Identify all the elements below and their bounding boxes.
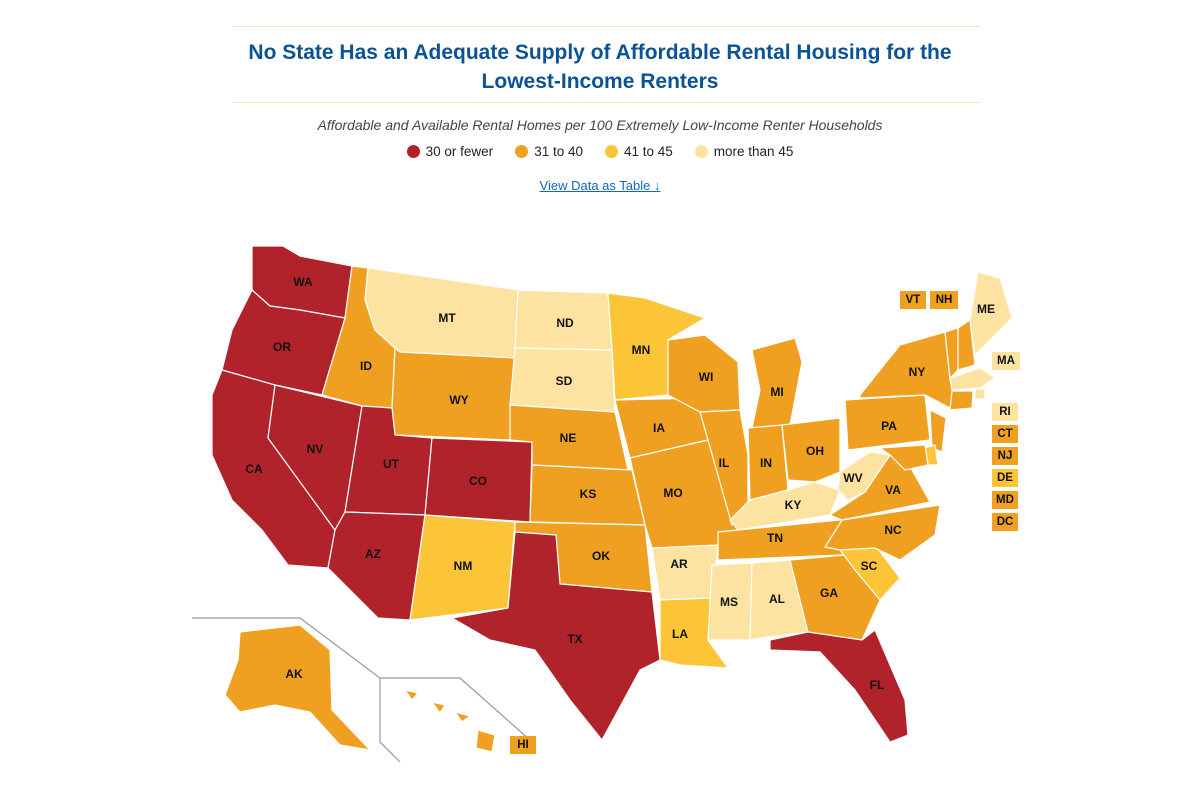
state-az[interactable] — [327, 511, 426, 621]
legend-dot — [604, 145, 618, 158]
callout-label-nj: NJ — [998, 450, 1013, 462]
callout-label-ri: RI — [999, 406, 1011, 418]
state-me[interactable] — [969, 271, 1013, 357]
legend-dot — [515, 145, 529, 158]
state-nm[interactable] — [409, 514, 516, 621]
legend-label: 30 or fewer — [425, 144, 494, 159]
callout-box-nj — [992, 447, 1018, 465]
state-ky[interactable] — [729, 481, 841, 531]
state-md[interactable] — [878, 444, 929, 471]
state-ak[interactable] — [224, 624, 372, 751]
state-wv[interactable] — [837, 451, 892, 501]
callout-label-nh: NH — [936, 294, 953, 306]
title-top-rule — [232, 26, 980, 27]
state-nc[interactable] — [824, 504, 941, 561]
title-line-1: No State Has an Adequate Supply of Affor… — [248, 41, 952, 64]
state-tx[interactable] — [450, 531, 661, 742]
state-pa[interactable] — [844, 394, 931, 451]
callout-box-nh — [930, 291, 958, 309]
state-ma[interactable] — [949, 367, 997, 391]
callout-label-hi: HI — [517, 739, 529, 751]
state-fl[interactable] — [769, 629, 909, 743]
legend: 30 or fewer 31 to 40 41 to 45 more than … — [0, 144, 1200, 159]
callout-box-ri — [992, 403, 1018, 421]
callout-box-dc — [992, 513, 1018, 531]
callout-ri[interactable]: RI — [992, 403, 1018, 421]
state-wi[interactable] — [667, 334, 741, 413]
state-ri[interactable] — [974, 388, 986, 400]
callout-label-de: DE — [997, 472, 1013, 484]
inset-divider — [380, 677, 531, 741]
callout-ma[interactable]: MA — [992, 352, 1020, 370]
state-al[interactable] — [749, 559, 809, 641]
state-ar[interactable] — [651, 544, 719, 601]
state-sd[interactable] — [509, 347, 616, 413]
callout-label-vt: VT — [906, 294, 921, 306]
legend-label: 41 to 45 — [623, 144, 673, 159]
callout-label-ma: MA — [997, 355, 1015, 367]
state-ms[interactable] — [707, 562, 753, 641]
state-ct[interactable] — [949, 390, 974, 411]
callout-de[interactable]: DE — [992, 469, 1018, 487]
callout-md[interactable]: MD — [992, 491, 1018, 509]
state-ga[interactable] — [789, 554, 881, 641]
callout-label-dc: DC — [997, 516, 1014, 528]
callout-box-de — [992, 469, 1018, 487]
callout-nj[interactable]: NJ — [992, 447, 1018, 465]
legend-dot — [694, 145, 708, 158]
state-hi[interactable] — [403, 689, 496, 753]
legend-label: more than 45 — [713, 144, 794, 159]
state-in[interactable] — [747, 424, 789, 501]
callout-label-ct: CT — [997, 428, 1012, 440]
state-wy[interactable] — [391, 346, 516, 441]
callout-box-hi — [510, 736, 536, 754]
legend-item-30-or-fewer: 30 or fewer — [406, 144, 494, 159]
callout-hi[interactable]: HI — [510, 736, 536, 754]
state-mi[interactable] — [751, 337, 803, 429]
legend-item-more-than-45: more than 45 — [694, 144, 794, 159]
state-oh[interactable] — [781, 417, 841, 483]
title-bottom-rule — [232, 102, 980, 103]
callout-dc[interactable]: DC — [992, 513, 1018, 531]
state-co[interactable] — [424, 437, 533, 523]
legend-item-31-to-40: 31 to 40 — [515, 144, 583, 159]
state-nh[interactable] — [957, 318, 976, 371]
map-title: No State Has an Adequate Supply of Affor… — [150, 38, 1050, 96]
state-nd[interactable] — [514, 289, 613, 351]
callout-vt[interactable]: VT — [900, 291, 926, 309]
callout-box-md — [992, 491, 1018, 509]
view-data-as-table-link[interactable]: View Data as Table ↓ — [539, 178, 661, 193]
callout-box-ma — [992, 352, 1020, 370]
callout-nh[interactable]: NH — [930, 291, 958, 309]
legend-dot — [406, 145, 420, 158]
map-subtitle: Affordable and Available Rental Homes pe… — [317, 117, 883, 133]
callout-label-md: MD — [996, 494, 1014, 506]
state-nj[interactable] — [929, 409, 947, 453]
state-ks[interactable] — [529, 464, 646, 526]
callout-ct[interactable]: CT — [992, 425, 1018, 443]
callout-box-vt — [900, 291, 926, 309]
callout-box-ct — [992, 425, 1018, 443]
legend-item-41-to-45: 41 to 45 — [604, 144, 673, 159]
title-line-2: Lowest-Income Renters — [481, 70, 719, 93]
legend-label: 31 to 40 — [534, 144, 583, 159]
